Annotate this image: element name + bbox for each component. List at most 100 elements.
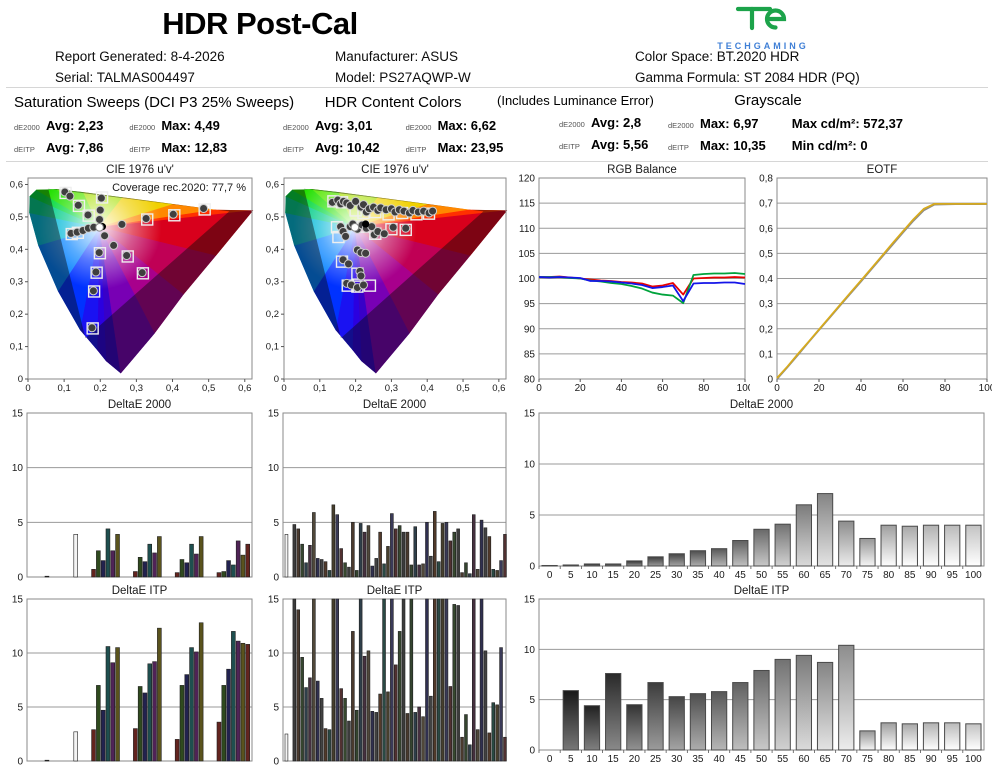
metric-value: Max: 6,97 [700,116,759,131]
svg-text:70: 70 [841,570,853,581]
svg-text:10: 10 [586,570,598,581]
svg-text:50: 50 [756,570,768,581]
metric-value: Avg: 5,56 [591,137,649,152]
metric-sub: dE2000 [283,123,309,132]
svg-text:0,3: 0,3 [759,299,773,310]
svg-text:90: 90 [925,754,937,765]
divider [6,161,988,162]
model: Model: PS27AQWP-W [335,70,471,85]
svg-text:0,8: 0,8 [759,174,773,185]
svg-text:55: 55 [777,570,789,581]
svg-text:15: 15 [268,595,280,606]
summary-hdr-content-colors: HDR Content Colors dE2000 Avg: 3,01 dEITP… [283,94,503,155]
svg-text:DeltaE ITP: DeltaE ITP [112,585,168,597]
svg-text:40: 40 [855,383,867,394]
svg-text:65: 65 [820,754,832,765]
metric-sub: dEITP [405,145,427,154]
svg-text:95: 95 [947,570,959,581]
summary-title: (Includes Luminance Error) [497,93,654,108]
metric-value: Max: 23,95 [437,140,504,155]
metric-sub: dE2000 [129,123,156,132]
logo: TECHGAMING [703,4,823,51]
metric-value: Max: 4,49 [161,118,220,133]
metric-sub: dEITP [668,143,689,152]
metric-value: Max: 12,83 [161,140,228,155]
svg-text:80: 80 [883,754,895,765]
svg-text:0,2: 0,2 [94,383,107,394]
divider [6,87,988,88]
svg-text:80: 80 [939,383,951,394]
svg-text:10: 10 [12,463,24,474]
svg-text:0,1: 0,1 [266,342,279,353]
svg-text:0,6: 0,6 [492,383,505,394]
svg-text:DeltaE 2000: DeltaE 2000 [730,399,793,411]
metric-sub: dE2000 [668,121,694,130]
summary-luminance-note: (Includes Luminance Error) dE2000 Avg: 2,… [497,93,654,152]
svg-text:25: 25 [650,754,662,765]
svg-text:0,1: 0,1 [313,383,326,394]
metric-value: Min cd/m²: 0 [791,138,868,153]
svg-text:100: 100 [518,274,535,285]
svg-text:10: 10 [524,645,536,656]
svg-text:15: 15 [268,409,280,420]
chart-de2000-sweeps: DeltaE 2000 0 5 10 15 [0,398,256,582]
svg-text:15: 15 [524,409,536,420]
svg-text:0,6: 0,6 [10,179,23,190]
svg-text:15: 15 [524,595,536,606]
svg-text:0,3: 0,3 [130,383,143,394]
svg-text:0: 0 [18,374,23,385]
gamma-formula: Gamma Formula: ST 2084 HDR (PQ) [635,70,860,85]
svg-text:60: 60 [798,754,810,765]
svg-text:100: 100 [979,383,992,394]
svg-text:95: 95 [524,299,536,310]
svg-text:0,5: 0,5 [202,383,215,394]
svg-text:0: 0 [274,374,279,385]
metric-value: Max cd/m²: 572,37 [791,116,904,131]
svg-text:15: 15 [12,409,24,420]
summary-saturation-sweeps: Saturation Sweeps (DCI P3 25% Sweeps) dE… [14,94,294,155]
svg-text:0,4: 0,4 [266,244,279,255]
svg-text:DeltaE ITP: DeltaE ITP [734,585,790,597]
svg-text:65: 65 [820,570,832,581]
chart-deitp-grayscale: DeltaE ITP 0 5 10 15 0 5 10 15 20 25 30 35 40 45 50 55 60… [512,584,992,766]
svg-text:85: 85 [904,570,916,581]
report-info-mid: Manufacturer: ASUS Model: PS27AQWP-W [335,46,471,88]
svg-text:80: 80 [524,375,536,386]
svg-text:RGB Balance: RGB Balance [607,164,677,176]
svg-text:85: 85 [524,349,536,360]
svg-text:75: 75 [862,754,874,765]
svg-text:45: 45 [735,754,747,765]
svg-text:0,3: 0,3 [266,277,279,288]
svg-text:5: 5 [529,695,535,706]
svg-text:EOTF: EOTF [867,164,898,176]
svg-text:0: 0 [273,757,279,767]
svg-text:105: 105 [518,249,535,260]
svg-text:0: 0 [547,754,553,765]
svg-text:0: 0 [25,383,30,394]
svg-text:0,4: 0,4 [421,383,434,394]
svg-text:80: 80 [883,570,895,581]
metric-sub: dEITP [283,145,304,154]
logo-brand-text: TECHGAMING [717,41,809,51]
svg-text:0,3: 0,3 [10,277,23,288]
svg-text:40: 40 [714,570,726,581]
svg-text:0,4: 0,4 [166,383,179,394]
svg-text:0,5: 0,5 [266,212,279,223]
metric-value: Avg: 2,8 [591,115,642,130]
chart-deitp-hdr: DeltaE ITP 0 5 10 15 [256,584,510,766]
svg-text:10: 10 [524,460,536,471]
svg-text:0,1: 0,1 [759,349,773,360]
metric-sub: dE2000 [14,123,40,132]
report-generated: Report Generated: 8-4-2026 [55,49,225,64]
svg-text:0,6: 0,6 [759,224,773,235]
svg-text:0,1: 0,1 [58,383,71,394]
summary-band: Saturation Sweeps (DCI P3 25% Sweeps) dE… [0,88,994,162]
svg-text:80: 80 [698,383,710,394]
svg-text:0,5: 0,5 [456,383,469,394]
svg-text:20: 20 [575,383,587,394]
svg-text:0: 0 [281,383,286,394]
svg-text:45: 45 [735,570,747,581]
svg-text:100: 100 [737,383,750,394]
svg-text:5: 5 [568,754,574,765]
metric-value: Avg: 2,23 [46,118,104,133]
